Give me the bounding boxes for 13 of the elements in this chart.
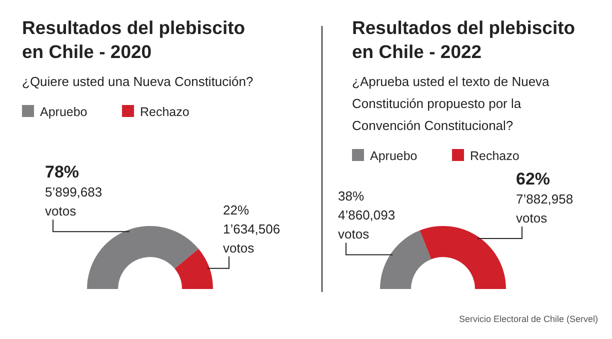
data-label: 22% 1’634,506 votos xyxy=(223,202,280,256)
data-label: 78% 5’899,683 votos xyxy=(45,162,102,219)
chart-title: Resultados del plebiscito en Chile - 2020 xyxy=(22,17,246,62)
chart-subtitle: ¿Aprueba usted el texto de Nueva Constitución propuesto por la Convención Constitucional? xyxy=(352,74,550,133)
legend-label: Apruebo xyxy=(370,149,418,163)
text: Servicio Electoral de Chile (Servel) xyxy=(458,314,598,324)
legend-label: Apruebo xyxy=(40,105,88,119)
legend-label: Rechazo xyxy=(140,105,190,119)
data-label: 38% 4’860,093 votos xyxy=(338,188,396,242)
legend-label: Rechazo xyxy=(470,149,520,163)
data-label: 62% 7’882,958 votos xyxy=(516,170,574,226)
chart-subtitle: ¿Quiere usted una Nueva Constitución? xyxy=(22,74,254,89)
chart-title: Resultados del plebiscito en Chile - 2022 xyxy=(352,17,576,62)
